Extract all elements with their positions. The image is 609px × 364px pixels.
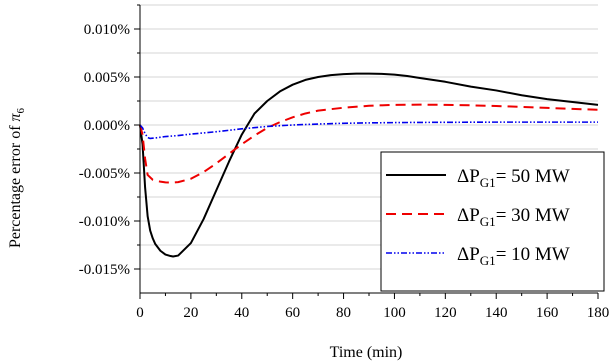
legend-label-10mw-post: = 10 MW xyxy=(496,244,570,265)
series-line-2 xyxy=(139,121,598,140)
legend: ΔPG1= 50 MW ΔPG1= 30 MW ΔPG1= 10 MW xyxy=(380,151,605,292)
tick-labels: 0.010% 0.005% 0.000% -0.005% -0.010% -0.015% 0… xyxy=(79,22,609,321)
legend-label-50mw-pre: ΔP xyxy=(457,166,480,187)
legend-label-30mw-pre: ΔP xyxy=(457,205,480,226)
legend-label-50mw-sub: G1 xyxy=(480,175,496,190)
x-tick-label: 0 xyxy=(136,305,144,321)
legend-label-50mw: ΔPG1= 50 MW xyxy=(457,166,570,190)
y-tick-label: 0.010% xyxy=(84,22,130,38)
axes xyxy=(134,4,599,299)
y-axis-title-prefix: Percentage error of xyxy=(7,121,24,248)
y-tick-label: -0.010% xyxy=(79,214,130,230)
legend-label-10mw-pre: ΔP xyxy=(457,244,480,265)
x-tick-label: 140 xyxy=(485,305,508,321)
x-tick-label: 80 xyxy=(336,305,351,321)
legend-label-50mw-post: = 50 MW xyxy=(496,166,570,187)
y-axis-title: Percentage error of π6 xyxy=(7,107,27,248)
x-tick-label: 180 xyxy=(587,305,609,321)
series-lines xyxy=(139,72,599,258)
series-line-0 xyxy=(139,72,599,258)
series-line-1 xyxy=(139,103,599,184)
y-axis-title-subscript: 6 xyxy=(15,107,27,113)
y-tick-label: 0.000% xyxy=(84,118,130,134)
y-tick-label: -0.015% xyxy=(79,262,130,278)
x-tick-label: 160 xyxy=(536,305,559,321)
x-tick-label: 100 xyxy=(383,305,406,321)
legend-label-30mw: ΔPG1= 30 MW xyxy=(457,205,570,229)
legend-label-10mw: ΔPG1= 10 MW xyxy=(457,244,570,268)
y-axis-title-symbol: π xyxy=(7,112,24,121)
x-tick-label: 60 xyxy=(285,305,300,321)
x-tick-label: 40 xyxy=(234,305,249,321)
legend-label-30mw-sub: G1 xyxy=(480,214,496,229)
x-tick-label: 120 xyxy=(434,305,457,321)
y-tick-label: -0.005% xyxy=(79,166,130,182)
grid-lines xyxy=(140,4,598,270)
x-tick-label: 20 xyxy=(183,305,198,321)
legend-label-30mw-post: = 30 MW xyxy=(496,205,570,226)
legend-label-10mw-sub: G1 xyxy=(480,253,496,268)
y-tick-label: 0.005% xyxy=(84,70,130,86)
x-axis-title: Time (min) xyxy=(330,344,403,361)
